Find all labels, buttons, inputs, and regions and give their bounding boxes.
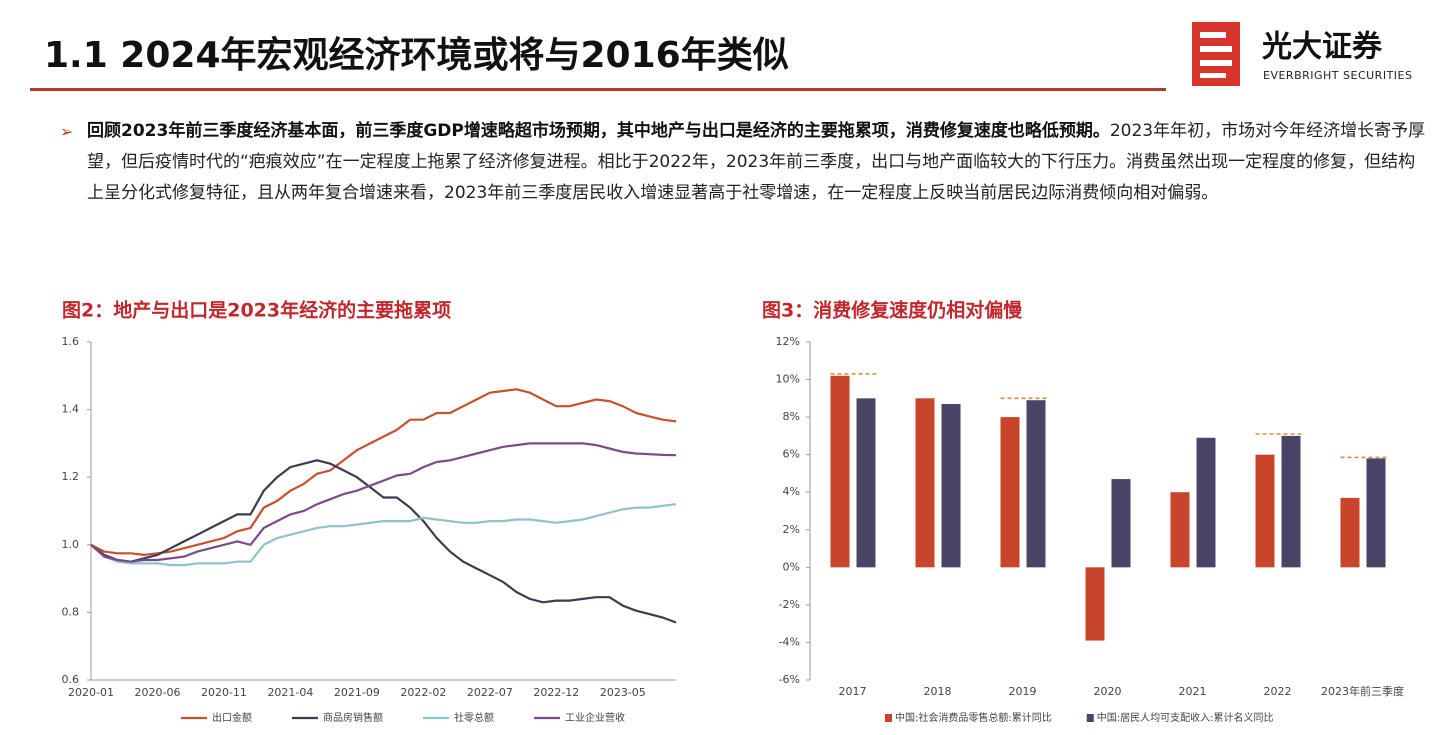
x-tick-label: 2020-01 [68, 686, 114, 699]
x-tick-label: 2018 [924, 685, 952, 698]
x-tick-label: 2019 [1009, 685, 1037, 698]
legend-label: 工业企业营收 [565, 711, 625, 724]
y-tick-label: 0.6 [62, 673, 80, 686]
x-tick-label: 2022-07 [467, 686, 513, 699]
x-tick-label: 2020-06 [134, 686, 180, 699]
header-rule [30, 88, 1166, 91]
bar [1196, 437, 1216, 568]
bullet-text: 2023年年初，市场对今年经济增长寄予厚望，但后疫情时代的“疤痕效应”在一定程度… [87, 121, 1426, 203]
x-tick-label: 2023-05 [600, 686, 646, 699]
y-tick-label: 12% [776, 335, 800, 348]
series-line [90, 459, 677, 624]
logo-stripe [1200, 60, 1232, 66]
x-tick-label: 2022-02 [400, 686, 446, 699]
y-tick-label: 1.4 [62, 403, 80, 416]
bar [1255, 454, 1275, 568]
y-tick-label: 10% [776, 373, 800, 386]
legend-swatch [885, 714, 892, 722]
bar [830, 375, 850, 568]
y-tick-label: 6% [783, 448, 800, 461]
bar [1026, 400, 1046, 568]
legend-swatch [1086, 714, 1094, 722]
y-tick-label: 8% [783, 410, 800, 423]
bar [1281, 435, 1301, 568]
logo-stripe [1200, 46, 1232, 52]
y-tick-label: 0.8 [62, 605, 80, 618]
series-line [90, 388, 677, 557]
x-tick-label: 2020 [1094, 685, 1122, 698]
chart-title: 图3：消费修复速度仍相对偏慢 [762, 299, 1023, 322]
bar [1111, 479, 1131, 568]
y-tick-label: 1.6 [62, 335, 80, 348]
x-tick-label: 2021-09 [334, 686, 380, 699]
logo-stripe [1200, 73, 1226, 78]
bar [941, 403, 961, 568]
x-tick-label: 2020-11 [201, 686, 247, 699]
y-tick-label: 0% [783, 560, 800, 573]
y-tick-label: -4% [779, 635, 800, 648]
bullet-bold: 回顾2023年前三季度经济基本面，前三季度GDP增速略超市场预期，其中地产与出口… [87, 121, 1110, 141]
x-tick-label: 2021 [1179, 685, 1207, 698]
page-title: 1.1 2024年宏观经济环境或将与2016年类似 [44, 35, 789, 76]
logo-name: 光大证券 [1262, 30, 1383, 65]
y-tick-label: 2% [783, 523, 800, 536]
y-tick-label: -6% [779, 673, 800, 686]
series-line [90, 442, 677, 563]
y-tick-label: -2% [779, 598, 800, 611]
bullet-marker: ➢ [60, 122, 74, 141]
series-line [90, 503, 677, 567]
legend-label: 出口金额 [212, 711, 252, 724]
bar [1000, 417, 1020, 568]
x-tick-label: 2021-04 [267, 686, 313, 699]
bar [1340, 497, 1360, 568]
y-tick-label: 4% [783, 485, 800, 498]
legend-label: 中国:社会消费品零售总额:累计同比 [895, 711, 1052, 724]
bar [1366, 458, 1386, 568]
x-tick-label: 2022 [1264, 685, 1292, 698]
logo-stripe [1200, 32, 1226, 38]
bullet-paragraph: 回顾2023年前三季度经济基本面，前三季度GDP增速略超市场预期，其中地产与出口… [87, 116, 1432, 209]
x-tick-label: 2017 [839, 685, 867, 698]
legend-label: 商品房销售额 [323, 711, 383, 724]
bar [1170, 492, 1190, 568]
chart-title: 图2：地产与出口是2023年经济的主要拖累项 [62, 299, 451, 322]
bar [1085, 567, 1105, 641]
x-tick-label: 2022-12 [533, 686, 579, 699]
bar [856, 398, 876, 568]
bar [915, 398, 935, 568]
y-tick-label: 1.0 [62, 538, 80, 551]
legend-label: 社零总额 [454, 711, 494, 724]
legend-label: 中国:居民人均可支配收入:累计名义同比 [1097, 711, 1274, 724]
logo-icon [1192, 22, 1240, 86]
x-tick-label: 2023年前三季度 [1321, 684, 1404, 698]
y-tick-label: 1.2 [62, 470, 80, 483]
logo-subtitle: EVERBRIGHT SECURITIES [1263, 69, 1412, 82]
